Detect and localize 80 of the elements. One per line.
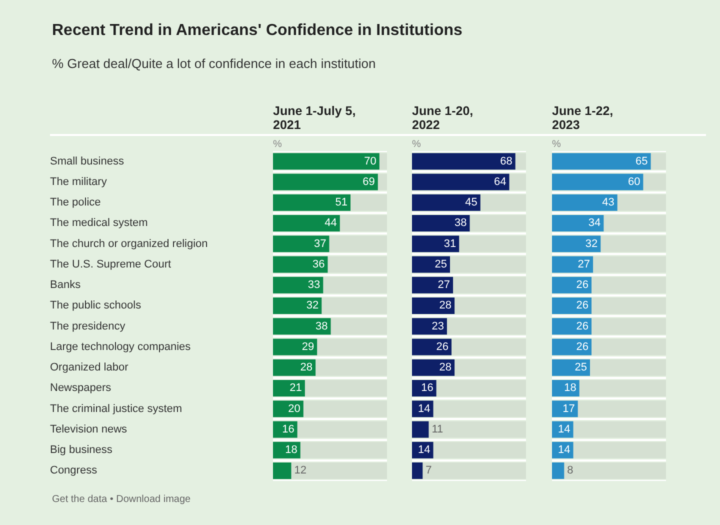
y-tick-label: Congress — [50, 464, 98, 477]
data-label: 38 — [316, 320, 328, 332]
data-label: 27 — [438, 279, 450, 292]
data-label: 16 — [421, 382, 434, 394]
x-axis-title: % — [552, 139, 561, 150]
text: Get the data • Download image — [52, 494, 191, 505]
data-label: 26 — [576, 320, 589, 332]
data-label: 26 — [576, 279, 589, 292]
y-tick-label: The U.S. Supreme Court — [50, 258, 172, 270]
data-label: 69 — [362, 176, 375, 188]
data-label: 64 — [494, 176, 506, 188]
data-label: 36 — [312, 258, 325, 270]
data-label: 51 — [335, 196, 348, 209]
bar — [552, 462, 564, 479]
y-tick-label: Large technology companies — [50, 340, 192, 353]
data-label: 14 — [558, 444, 570, 456]
y-tick-label: The presidency — [50, 320, 126, 332]
data-label: 44 — [324, 217, 337, 230]
data-label: 45 — [465, 196, 478, 209]
text: % Great deal/Quite a lot of confidence in each institution — [52, 56, 376, 71]
data-label: 38 — [454, 217, 467, 230]
text: Recent Trend in Americans' Confidence in Institutions — [52, 22, 462, 40]
data-label: 28 — [439, 300, 452, 312]
data-label: 16 — [282, 423, 294, 436]
data-label: 26 — [436, 340, 449, 353]
bar — [552, 380, 580, 396]
x-axis-title: % — [273, 139, 282, 150]
bar — [412, 462, 423, 479]
data-label: 18 — [564, 382, 576, 394]
y-tick-label: Television news — [50, 423, 128, 436]
bar — [273, 442, 300, 458]
bar — [273, 462, 292, 479]
data-label: 21 — [290, 382, 302, 394]
y-tick-label: The military — [50, 176, 108, 188]
data-label: 70 — [364, 155, 376, 168]
y-tick-label: Big business — [50, 444, 113, 456]
y-tick-label: Small business — [50, 155, 124, 168]
y-tick-label: Organized labor — [50, 362, 129, 374]
data-label: 25 — [574, 362, 587, 374]
data-label: 68 — [500, 155, 512, 168]
data-label: 11 — [432, 423, 444, 436]
y-tick-label: Banks — [50, 279, 82, 292]
data-label: 18 — [285, 444, 298, 456]
y-tick-label: The criminal justice system — [50, 402, 182, 415]
data-label: 43 — [602, 196, 614, 209]
data-label: 28 — [439, 362, 452, 374]
data-label: 20 — [288, 402, 300, 415]
data-label: 14 — [558, 423, 570, 436]
data-label: 28 — [300, 362, 313, 374]
data-label: 29 — [302, 340, 314, 353]
y-tick-label: The public schools — [50, 300, 142, 312]
y-tick-label: Newspapers — [50, 382, 112, 394]
data-label: 60 — [628, 176, 640, 188]
data-label: 14 — [418, 444, 430, 456]
chart-title: June 1-July 5, 2021 — [273, 104, 357, 132]
data-label: 65 — [636, 155, 648, 168]
y-tick-label: The church or organized religion — [50, 238, 208, 250]
data-label: 32 — [585, 238, 598, 250]
data-label: 7 — [426, 464, 432, 477]
y-tick-label: The medical system — [50, 217, 148, 230]
data-label: 17 — [562, 402, 575, 415]
data-label: 34 — [588, 217, 601, 230]
data-label: 25 — [434, 258, 447, 270]
data-label: 23 — [432, 320, 444, 332]
chart-title: June 1-22, 2023 — [552, 104, 614, 132]
data-label: 26 — [576, 300, 589, 312]
bar — [552, 400, 578, 418]
data-label: 26 — [576, 340, 589, 353]
data-label: 31 — [444, 238, 456, 250]
data-label: 32 — [306, 300, 319, 312]
data-label: 27 — [578, 258, 590, 270]
data-label: 14 — [418, 402, 430, 415]
data-label: 12 — [294, 464, 306, 477]
bar — [412, 421, 429, 438]
data-label: 37 — [314, 238, 326, 250]
y-tick-label: The police — [50, 196, 101, 209]
data-label: 33 — [308, 279, 320, 292]
x-axis-title: % — [412, 139, 421, 150]
data-label: 8 — [567, 464, 574, 477]
chart-title: June 1-20, 2022 — [412, 104, 474, 132]
